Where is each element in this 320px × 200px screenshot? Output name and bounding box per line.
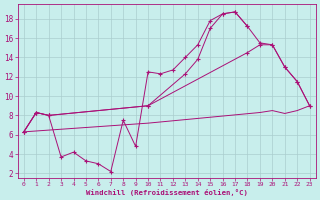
X-axis label: Windchill (Refroidissement éolien,°C): Windchill (Refroidissement éolien,°C): [86, 189, 248, 196]
